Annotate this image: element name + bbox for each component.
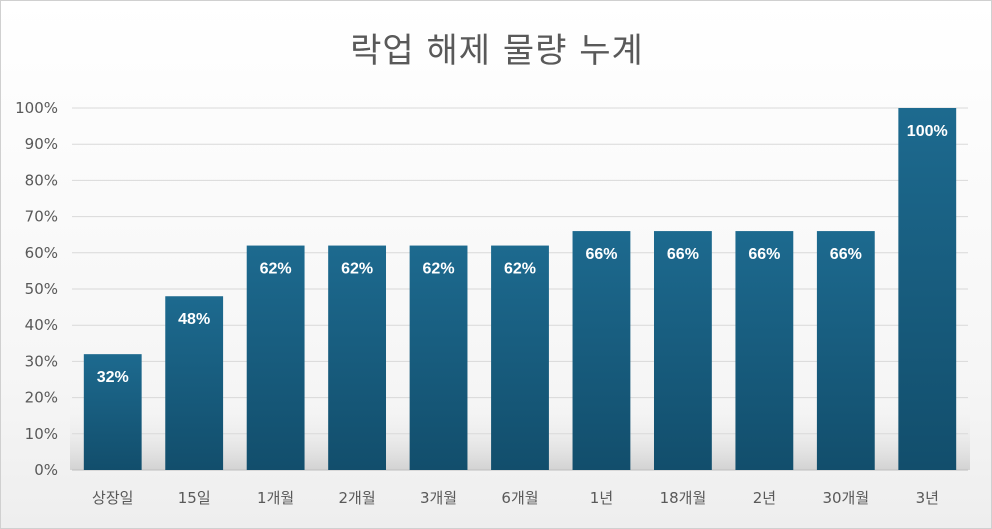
bar <box>816 231 875 470</box>
x-tick-label: 1년 <box>590 489 613 507</box>
x-tick-label: 1개월 <box>257 489 294 507</box>
x-tick-label: 2개월 <box>339 489 376 507</box>
x-tick-label: 18개월 <box>660 489 707 507</box>
x-tick-label: 3개월 <box>420 489 457 507</box>
bar <box>83 354 142 470</box>
y-tick-label: 100% <box>15 99 58 117</box>
bar <box>735 231 794 470</box>
chart-title: 락업 해제 물량 누계 <box>350 31 644 71</box>
data-labels: 32% 48% 62% 62% 62% 62% 66% 66% 66% 66% 100% <box>97 123 948 386</box>
bar <box>409 245 468 470</box>
bar <box>165 296 224 470</box>
x-tick-label: 6개월 <box>501 489 538 507</box>
data-label: 62% <box>504 261 536 278</box>
y-tick-label: 20% <box>25 389 58 407</box>
data-label: 66% <box>585 246 617 263</box>
x-tick-label: 15일 <box>178 489 211 507</box>
data-label: 62% <box>260 261 292 278</box>
bar <box>491 245 549 470</box>
bar <box>328 245 387 470</box>
data-label: 48% <box>178 311 210 328</box>
bar <box>572 231 631 470</box>
data-label: 62% <box>341 261 373 278</box>
data-label: 100% <box>907 123 948 140</box>
y-tick-label: 50% <box>25 280 58 298</box>
y-axis-ticks: 0% 10% 20% 30% 40% 50% 60% 70% 80% 90% 100% <box>15 99 58 479</box>
x-tick-label: 상장일 <box>92 489 133 507</box>
data-label: 66% <box>667 246 699 263</box>
x-tick-label: 2년 <box>753 489 776 507</box>
y-tick-label: 70% <box>25 208 58 226</box>
bars <box>83 108 957 470</box>
y-tick-label: 40% <box>25 316 58 334</box>
y-tick-label: 60% <box>25 244 58 262</box>
y-tick-label: 0% <box>34 461 58 479</box>
data-label: 66% <box>830 246 862 263</box>
data-label: 62% <box>423 261 455 278</box>
y-tick-label: 90% <box>25 135 58 153</box>
bar <box>898 108 957 470</box>
y-tick-label: 10% <box>25 425 58 443</box>
x-tick-label: 3년 <box>916 489 939 507</box>
x-axis-ticks: 상장일 15일 1개월 2개월 3개월 6개월 1년 18개월 2년 30개월 3년 <box>92 489 939 507</box>
bar <box>653 231 712 470</box>
y-tick-label: 30% <box>25 352 58 370</box>
data-label: 66% <box>748 246 780 263</box>
bar <box>246 245 305 470</box>
data-label: 32% <box>97 369 129 386</box>
y-tick-label: 80% <box>25 171 58 189</box>
x-tick-label: 30개월 <box>822 489 869 507</box>
